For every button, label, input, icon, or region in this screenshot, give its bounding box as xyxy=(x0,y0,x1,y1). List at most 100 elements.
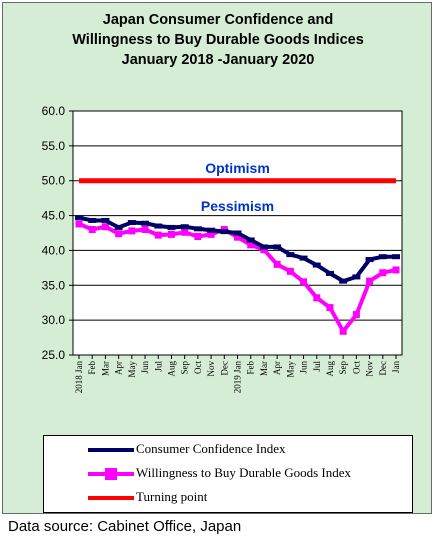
x-tick-label: 2018 Jan xyxy=(74,361,84,394)
data-point xyxy=(141,220,150,226)
legend-label-durable-goods: Willingness to Buy Durable Goods Index xyxy=(136,465,352,480)
data-point xyxy=(392,266,400,274)
x-tick-label: May xyxy=(285,361,295,378)
x-tick-label: Oct xyxy=(351,361,361,374)
chart-annotation: Pessimism xyxy=(201,198,274,214)
data-point xyxy=(154,231,162,239)
x-tick-label: Jun xyxy=(140,361,150,374)
x-tick-label: Nov xyxy=(206,361,216,377)
x-tick-label: May xyxy=(127,361,137,378)
data-point xyxy=(259,244,268,250)
data-point xyxy=(167,230,175,238)
data-point xyxy=(299,255,308,261)
legend-item-consumer-confidence: Consumer Confidence Index xyxy=(44,440,414,460)
y-tick-label: 25.0 xyxy=(42,348,66,362)
data-point xyxy=(273,260,281,268)
data-point xyxy=(154,223,163,229)
y-tick-label: 35.0 xyxy=(42,278,66,292)
data-point xyxy=(312,262,321,268)
x-tick-label: Oct xyxy=(193,361,203,374)
x-tick-label: Jan xyxy=(391,361,401,373)
y-tick-label: 60.0 xyxy=(42,104,66,118)
data-point xyxy=(88,226,96,234)
chart-title-line-2: Willingness to Buy Durable Goods Indices xyxy=(72,32,364,48)
data-point xyxy=(286,267,294,275)
data-point xyxy=(101,217,110,223)
data-point xyxy=(260,246,268,254)
data-point xyxy=(366,277,374,285)
y-tick-label: 45.0 xyxy=(42,209,66,223)
data-point xyxy=(234,233,241,241)
data-point xyxy=(379,269,387,277)
data-point xyxy=(207,230,215,238)
data-point xyxy=(128,227,136,235)
data-point xyxy=(167,224,176,230)
x-tick-label: Feb xyxy=(246,361,256,375)
x-tick-label: Nov xyxy=(365,361,375,377)
x-tick-label: 2019 Jan xyxy=(233,361,243,394)
data-point xyxy=(127,220,136,226)
data-point xyxy=(339,278,348,284)
chart-title-line-3: January 2018 -January 2020 xyxy=(121,52,315,68)
data-point xyxy=(352,274,361,280)
x-tick-label: Sep xyxy=(180,361,190,375)
data-point xyxy=(326,304,334,312)
data-point xyxy=(114,224,123,230)
data-point xyxy=(141,226,149,234)
x-tick-label: Aug xyxy=(166,361,176,377)
chart-title-line-1: Japan Consumer Confidence and xyxy=(102,12,334,28)
chart-annotation: Optimism xyxy=(205,160,270,176)
data-point xyxy=(352,311,360,319)
data-point xyxy=(325,270,334,276)
legend-marker-durable-goods xyxy=(105,468,117,480)
x-tick-label: Mar xyxy=(100,361,110,376)
data-point xyxy=(180,224,189,230)
data-point xyxy=(194,232,202,240)
y-tick-label: 30.0 xyxy=(42,313,66,327)
x-tick-label: Feb xyxy=(87,361,97,375)
x-tick-label: Dec xyxy=(378,361,388,376)
legend-swatch-turning-point xyxy=(88,496,134,500)
source-note: Data source: Cabinet Office, Japan xyxy=(8,518,242,535)
data-point xyxy=(193,226,202,232)
data-point xyxy=(88,217,97,223)
data-point xyxy=(246,237,255,243)
x-tick-label: Sep xyxy=(338,361,348,375)
x-tick-label: Apr xyxy=(272,361,282,375)
y-tick-label: 50.0 xyxy=(42,174,66,188)
data-point xyxy=(378,254,387,260)
data-point xyxy=(101,223,109,231)
data-point xyxy=(365,256,374,262)
x-tick-label: Apr xyxy=(114,361,124,375)
data-point xyxy=(181,228,189,236)
legend-item-durable-goods: Willingness to Buy Durable Goods Index xyxy=(44,464,414,484)
x-tick-label: Jul xyxy=(312,361,322,372)
x-tick-label: Jun xyxy=(299,361,309,374)
data-point xyxy=(115,230,123,238)
x-tick-label: Mar xyxy=(259,361,269,376)
data-point xyxy=(300,278,308,286)
data-point xyxy=(220,229,229,235)
data-point xyxy=(75,220,83,228)
x-tick-label: Aug xyxy=(325,361,335,377)
x-tick-label: Jul xyxy=(153,361,163,372)
legend-item-turning-point: Turning point xyxy=(44,488,414,508)
data-point xyxy=(247,241,255,249)
legend-label-consumer-confidence: Consumer Confidence Index xyxy=(136,441,286,456)
line-chart: 60.0 55.0 50.0 45.0 40.0 35.0 30.0 25.0 2018 Jan… xyxy=(42,104,403,394)
legend-label-turning-point: Turning point xyxy=(136,489,208,504)
legend-swatch-consumer-confidence xyxy=(88,448,134,452)
data-point xyxy=(207,227,216,233)
chart-frame: Japan Consumer Confidence and Willingnes… xyxy=(2,2,432,514)
data-point xyxy=(75,215,83,221)
data-point xyxy=(313,294,321,302)
chart-legend: Consumer Confidence Index Willingness to… xyxy=(43,435,413,513)
data-point xyxy=(273,244,282,250)
data-point xyxy=(286,252,295,258)
data-point xyxy=(339,327,347,335)
data-point xyxy=(392,254,400,260)
data-point xyxy=(233,230,242,236)
y-tick-label: 40.0 xyxy=(42,243,66,257)
y-tick-label: 55.0 xyxy=(42,139,66,153)
x-tick-label: Dec xyxy=(219,361,229,376)
